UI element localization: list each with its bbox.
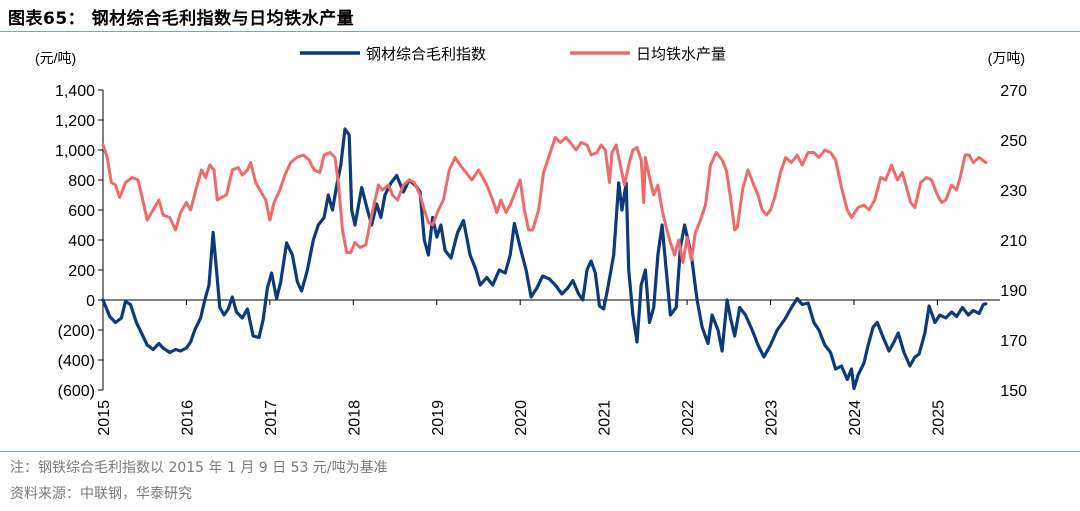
y-left-tick-label: (600) <box>58 383 95 400</box>
axes-layer: (元/吨) (万吨) 1,400 1,200 1,000 800 600 400 200 0 (20… <box>35 50 1027 436</box>
x-tick-label: 2020 <box>513 400 530 436</box>
y-right-tick-label: 190 <box>1000 283 1027 300</box>
y-left-tick-label: 800 <box>68 173 95 190</box>
y-right-tick-label: 230 <box>1000 183 1027 200</box>
legend-label-2: 日均铁水产量 <box>636 46 726 63</box>
series-layer <box>101 127 988 391</box>
x-tick-label: 2021 <box>597 400 614 436</box>
y-right-unit-label: (万吨) <box>988 50 1025 66</box>
y-left-unit-label: (元/吨) <box>35 50 76 66</box>
x-tick-label: 2018 <box>346 400 363 436</box>
y-left-tick-label: (400) <box>58 353 95 370</box>
series-line-2 <box>101 136 988 264</box>
chart: (元/吨) (万吨) 1,400 1,200 1,000 800 600 400 200 0 (20… <box>35 46 1027 436</box>
y-left-tick-label: 1,200 <box>55 113 95 130</box>
y-left-tick-label: 600 <box>68 203 95 220</box>
x-tick-label: 2019 <box>430 400 447 436</box>
y-right-tick-label: 150 <box>1000 383 1027 400</box>
footer-divider <box>0 451 1080 452</box>
y-left-tick-label: (200) <box>58 323 95 340</box>
figure-title: 图表65： 钢材综合毛利指数与日均铁水产量 <box>8 9 355 29</box>
figure-note: 注：钢铁综合毛利指数以 2015 年 1 月 9 日 53 元/吨为基准 <box>10 460 388 476</box>
y-left-tick-label: 1,000 <box>55 143 95 160</box>
figure-source: 资料来源：中联钢，华泰研究 <box>10 486 192 502</box>
y-right-tick-label: 250 <box>1000 133 1027 150</box>
x-tick-label: 2016 <box>179 400 196 436</box>
x-tick-label: 2022 <box>680 400 697 436</box>
y-left-tick-label: 0 <box>86 293 95 310</box>
title-divider <box>0 31 1080 32</box>
legend: 钢材综合毛利指数 日均铁水产量 <box>300 46 726 63</box>
legend-label-1: 钢材综合毛利指数 <box>366 46 486 63</box>
x-tick-label: 2024 <box>847 400 864 436</box>
x-tick-label: 2025 <box>930 400 947 436</box>
y-right-tick-label: 270 <box>1000 83 1027 100</box>
x-tick-label: 2015 <box>96 400 113 436</box>
y-left-tick-label: 400 <box>68 233 95 250</box>
y-right-tick-label: 170 <box>1000 333 1027 350</box>
y-left-tick-label: 1,400 <box>55 83 95 100</box>
y-left-tick-label: 200 <box>68 263 95 280</box>
x-tick-label: 2023 <box>764 400 781 436</box>
x-tick-label: 2017 <box>263 400 280 436</box>
y-right-tick-label: 210 <box>1000 233 1027 250</box>
series-line-1 <box>101 127 988 391</box>
